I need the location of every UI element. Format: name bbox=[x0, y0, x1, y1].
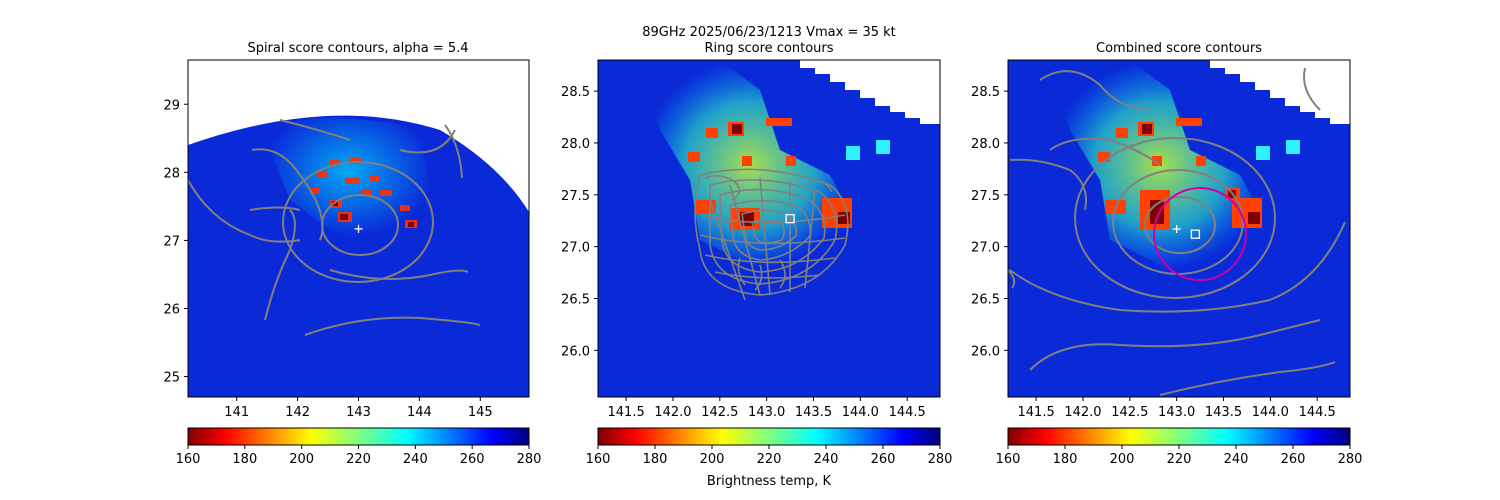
x-tick-label: 141.5 bbox=[1018, 405, 1055, 420]
y-tick-label: 28.0 bbox=[971, 137, 1000, 152]
colorbar-tick-label: 280 bbox=[517, 452, 542, 467]
spiral-score-panel: Spiral score contours, alpha = 5.4 bbox=[163, 41, 541, 467]
colorbar-tick-label: 160 bbox=[586, 452, 611, 467]
colorbar-tick-label: 220 bbox=[1167, 452, 1192, 467]
brightness-heatmap bbox=[188, 115, 529, 397]
panel-title: Combined score contours bbox=[1096, 41, 1262, 56]
colorbar-label: Brightness temp, K bbox=[707, 474, 832, 489]
colorbar-tick-label: 260 bbox=[460, 452, 485, 467]
y-tick-label: 28.5 bbox=[971, 85, 1000, 100]
x-tick-label: 142.0 bbox=[1064, 405, 1101, 420]
x-tick-label: 143.0 bbox=[748, 405, 785, 420]
y-tick-label: 27 bbox=[163, 234, 180, 249]
x-tick-label: 142.5 bbox=[1111, 405, 1148, 420]
colorbar-tick-label: 180 bbox=[232, 452, 257, 467]
x-tick-label: 142.5 bbox=[701, 405, 738, 420]
x-tick-label: 143.5 bbox=[795, 405, 832, 420]
y-tick-label: 27.5 bbox=[971, 189, 1000, 204]
y-tick-label: 26.5 bbox=[561, 292, 590, 307]
ring-score-contours bbox=[694, 168, 849, 301]
combined-score-contours bbox=[1008, 67, 1346, 396]
x-axis: 141.5 142.0 142.5 143.0 143.5 144.0 144.5 bbox=[608, 397, 926, 420]
brightness-heatmap bbox=[598, 60, 940, 397]
colorbar: 160 180 200 220 240 260 280 bbox=[586, 427, 953, 467]
ring-center-square-marker bbox=[1190, 229, 1201, 239]
colorbar-tick-label: 260 bbox=[1281, 452, 1306, 467]
y-tick-label: 28.5 bbox=[561, 85, 590, 100]
y-tick-label: 26.0 bbox=[561, 344, 590, 359]
x-tick-label: 143 bbox=[346, 405, 371, 420]
y-tick-label: 28.0 bbox=[561, 137, 590, 152]
y-tick-label: 28 bbox=[163, 166, 180, 181]
x-tick-label: 143.5 bbox=[1205, 405, 1242, 420]
x-tick-label: 142 bbox=[285, 405, 310, 420]
x-tick-label: 144.5 bbox=[889, 405, 926, 420]
x-tick-label: 145 bbox=[468, 405, 493, 420]
colorbar-tick-label: 240 bbox=[1224, 452, 1249, 467]
y-axis: 25 26 27 28 29 bbox=[163, 98, 188, 386]
colorbar-tick-label: 160 bbox=[176, 452, 201, 467]
y-axis: 26.0 26.5 27.0 27.5 28.0 28.5 bbox=[561, 85, 598, 359]
y-axis: 26.0 26.5 27.0 27.5 28.0 28.5 bbox=[971, 85, 1008, 359]
x-tick-label: 142.0 bbox=[654, 405, 691, 420]
ring-center-square-marker bbox=[785, 213, 795, 224]
colorbar: 160 180 200 220 240 260 280 bbox=[176, 427, 542, 467]
colorbar-tick-label: 220 bbox=[757, 452, 782, 467]
colorbar-tick-label: 240 bbox=[403, 452, 428, 467]
colorbar-tick-label: 200 bbox=[1110, 452, 1135, 467]
colorbar-tick-label: 260 bbox=[871, 452, 896, 467]
x-tick-label: 141 bbox=[224, 405, 249, 420]
colorbar-tick-label: 200 bbox=[700, 452, 725, 467]
colorbar-tick-label: 280 bbox=[1338, 452, 1363, 467]
panel-title: Ring score contours bbox=[704, 41, 833, 56]
colorbar-tick-label: 200 bbox=[289, 452, 314, 467]
panel-title: Spiral score contours, alpha = 5.4 bbox=[247, 41, 468, 56]
x-tick-label: 141.5 bbox=[608, 405, 645, 420]
center-cross-marker bbox=[1172, 225, 1181, 234]
spiral-score-contours bbox=[188, 119, 481, 336]
x-tick-label: 144.5 bbox=[1299, 405, 1336, 420]
y-tick-label: 27.0 bbox=[971, 241, 1000, 256]
figure-title: 89GHz 2025/06/23/1213 Vmax = 35 kt bbox=[642, 25, 896, 40]
x-tick-label: 144 bbox=[407, 405, 432, 420]
center-cross-marker bbox=[354, 224, 363, 233]
colorbar-tick-label: 180 bbox=[643, 452, 668, 467]
combined-score-panel: Combined score contours bbox=[971, 41, 1362, 467]
x-tick-label: 144.0 bbox=[1252, 405, 1289, 420]
colorbar-tick-label: 240 bbox=[814, 452, 839, 467]
x-tick-label: 143.0 bbox=[1158, 405, 1195, 420]
y-tick-label: 26 bbox=[163, 302, 180, 317]
colorbar: 160 180 200 220 240 260 280 bbox=[996, 427, 1363, 467]
y-tick-label: 26.5 bbox=[971, 292, 1000, 307]
x-axis: 141 142 143 144 145 bbox=[224, 397, 493, 420]
y-tick-label: 27.0 bbox=[561, 241, 590, 256]
y-tick-label: 25 bbox=[163, 371, 180, 386]
y-tick-label: 27.5 bbox=[561, 189, 590, 204]
colorbar-tick-label: 280 bbox=[928, 452, 953, 467]
colorbar-tick-label: 220 bbox=[346, 452, 371, 467]
ring-fit bbox=[1153, 187, 1247, 281]
ring-score-panel: Ring score contours bbox=[561, 41, 952, 489]
colorbar-tick-label: 180 bbox=[1053, 452, 1078, 467]
x-axis: 141.5 142.0 142.5 143.0 143.5 144.0 144.5 bbox=[1018, 397, 1336, 420]
x-tick-label: 144.0 bbox=[842, 405, 879, 420]
y-tick-label: 26.0 bbox=[971, 344, 1000, 359]
colorbar-tick-label: 160 bbox=[996, 452, 1021, 467]
y-tick-label: 29 bbox=[163, 98, 180, 113]
